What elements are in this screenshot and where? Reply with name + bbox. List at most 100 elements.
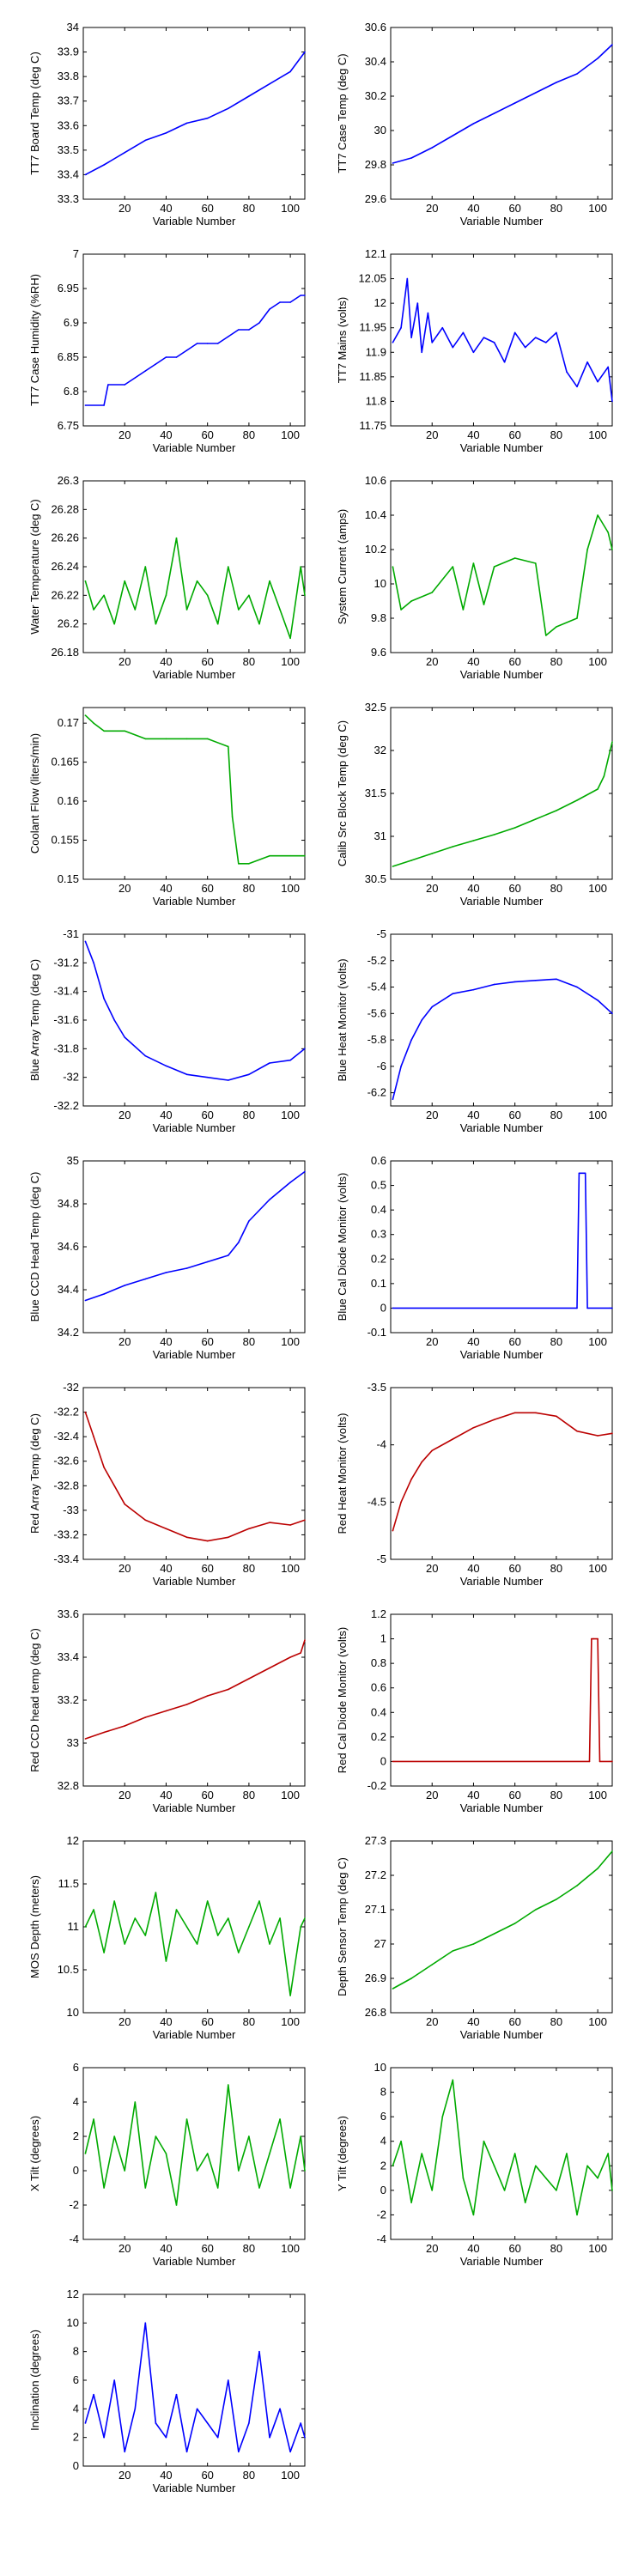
x-tick-label: 40 [467,1562,479,1575]
x-axis-label: Variable Number [460,1121,544,1134]
data-point [269,1943,270,1945]
x-tick-label: 100 [588,202,607,215]
data-point [392,1098,394,1101]
data-point [400,609,402,611]
data-point [300,295,301,296]
data-point [304,1639,306,1641]
data-point [304,1917,306,1919]
y-tick-label: 0.2 [371,1730,386,1743]
data-point [592,1637,595,1640]
y-tick-label: 6.9 [64,316,79,329]
data-point [597,514,598,516]
data-point [248,2422,250,2424]
y-tick-label: 0.15 [58,872,79,885]
x-tick-label: 100 [281,2242,300,2255]
data-point [206,1695,209,1697]
data-point [248,2136,250,2137]
x-tick-label: 80 [550,882,562,895]
data-point [269,1062,270,1064]
data-point [611,400,613,403]
data-point [185,1536,188,1539]
data-point [392,1760,394,1763]
data-point [227,2379,229,2381]
x-tick-label: 80 [243,202,255,215]
data-point [103,2436,105,2439]
x-tick-label: 100 [281,1109,300,1121]
y-tick-label: 33.5 [58,143,79,156]
data-point [392,866,394,867]
data-point [124,1943,126,1945]
data-point [238,863,240,865]
x-tick-label: 40 [160,2469,172,2482]
data-point [165,132,167,134]
x-tick-label: 100 [281,2015,300,2028]
data-point [597,999,598,1001]
data-point [206,1900,209,1902]
data-point [185,2118,188,2120]
data-point [304,2436,306,2439]
x-tick-label: 80 [243,428,255,441]
data-point [452,846,454,848]
data-point [431,853,434,854]
data-point [238,1952,240,1953]
y-tick-label: -2 [376,2208,386,2221]
data-point [113,1900,115,1902]
data-point [304,2170,306,2172]
y-tick-label: 2 [380,2159,386,2172]
y-tick-label: 32 [374,744,386,756]
data-point [206,2422,209,2424]
data-point [513,981,516,983]
x-tick-label: 80 [243,1335,255,1348]
subplot-2: 20 40 60 80 100 30.6 30.4 30.2 30 29.8 29.6 Variabl… [336,21,613,228]
data-point [238,609,240,611]
data-point [421,351,422,354]
subplot-6: 20 40 60 80 100 10.6 10.4 10.2 10 9.8 9.6 Variable … [336,474,613,681]
y-axis-label: TT7 Mains (volts) [336,297,349,383]
x-axis-label: Variable Number [153,1575,236,1588]
data-point [289,70,291,73]
series-line [392,2079,613,2216]
y-tick-label: 0.1 [371,1277,386,1290]
subplot-7: 20 40 60 80 100 0.17 0.165 0.16 0.155 0.15 Variabl… [28,707,306,908]
y-tick-label: 2 [73,2431,79,2444]
data-point [185,738,188,740]
y-tick-label: 8 [73,2345,79,2358]
x-tick-label: 80 [243,1562,255,1575]
data-point [421,1461,422,1463]
y-tick-label: 12.05 [358,272,386,285]
data-point [591,1637,592,1640]
x-tick-label: 80 [243,2015,255,2028]
x-tick-label: 60 [201,2015,213,2028]
plot-frame [82,27,306,200]
data-point [452,993,454,995]
series-line [392,1637,612,1763]
data-point [410,600,412,602]
x-tick-label: 80 [243,2469,255,2482]
y-tick-label: -32.2 [53,1099,79,1112]
x-tick-label: 80 [243,2242,255,2255]
subplot-11: 20 40 60 80 100 35 34.8 34.6 34.4 34.2 Variable Nu… [28,1154,306,1361]
data-point [84,2422,87,2424]
x-tick-label: 60 [508,1562,520,1575]
x-tick-label: 40 [160,2242,172,2255]
data-point [216,343,219,344]
y-tick-label: 30.2 [365,89,386,102]
x-tick-label: 20 [118,882,131,895]
data-point [248,329,250,331]
data-point [103,164,105,166]
x-tick-label: 40 [467,428,479,441]
plot-frame [390,1160,613,1334]
y-axis-label: X Tilt (degrees) [28,2116,41,2191]
data-point [611,1012,613,1015]
x-tick-label: 80 [550,655,562,668]
y-tick-label: 34.6 [58,1240,79,1253]
data-point [576,799,578,801]
data-point [248,1220,250,1222]
data-point [576,1885,578,1886]
data-point [392,1307,394,1309]
data-point [134,609,137,611]
data-point [84,2153,87,2154]
y-tick-label: 1.2 [371,1607,386,1620]
data-point [279,301,281,303]
data-point [400,1066,402,1067]
